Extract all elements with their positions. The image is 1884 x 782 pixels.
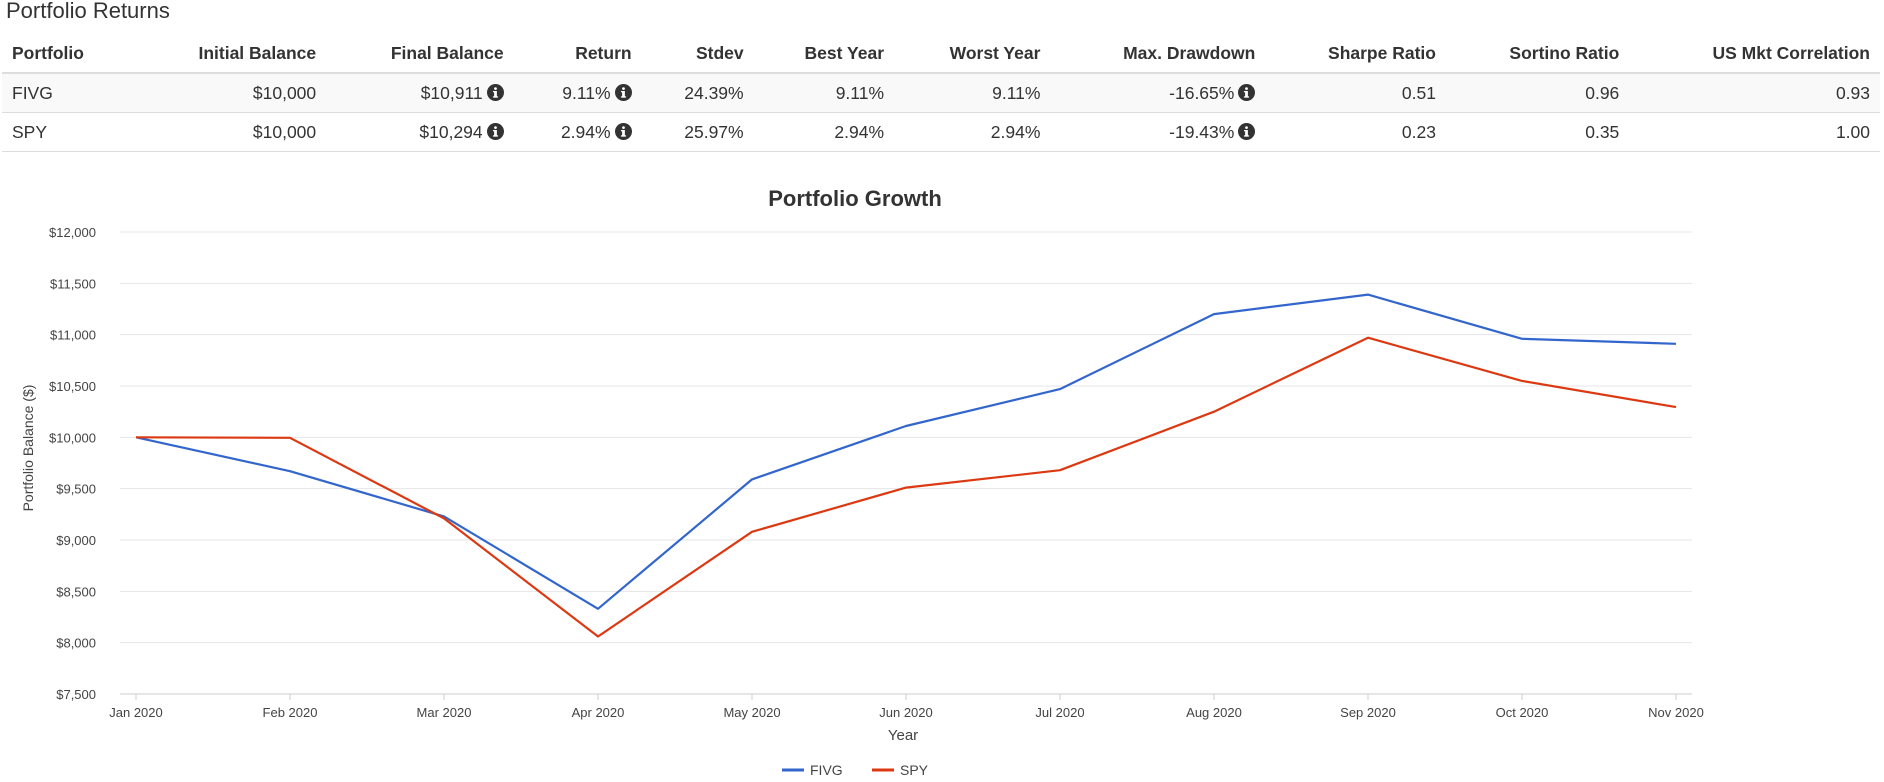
cell-portfolio: SPY bbox=[2, 112, 132, 152]
y-tick-label: $8,500 bbox=[56, 584, 96, 599]
cell-us-mkt-correlation: 0.93 bbox=[1629, 73, 1880, 113]
cell-final-balance-value: $10,911 bbox=[420, 82, 483, 103]
y-tick-label: $10,500 bbox=[49, 379, 96, 394]
x-tick-label: Jul 2020 bbox=[1035, 705, 1084, 720]
cell-sharpe-ratio: 0.23 bbox=[1265, 112, 1446, 152]
y-tick-label: $7,500 bbox=[56, 687, 96, 702]
header-initial-balance: Initial Balance bbox=[131, 36, 327, 74]
cell-max-drawdown: -19.43% bbox=[1050, 112, 1266, 152]
x-axis-ticks: Jan 2020 Feb 2020 Mar 2020 Apr 2020 May 2020… bbox=[109, 694, 1704, 720]
y-tick-label: $9,500 bbox=[56, 482, 96, 497]
portfolio-growth-chart: Portfolio Growth $7,500 $8,000 $8,500 $9,00… bbox=[0, 178, 1884, 782]
cell-best-year: 9.11% bbox=[753, 73, 895, 113]
cell-us-mkt-correlation: 1.00 bbox=[1629, 112, 1880, 152]
cell-sortino-ratio: 0.35 bbox=[1445, 112, 1630, 152]
y-axis-ticks: $7,500 $8,000 $8,500 $9,000 $9,500 $10,000 $10… bbox=[49, 225, 96, 702]
x-tick-label: Mar 2020 bbox=[417, 705, 472, 720]
cell-stdev: 25.97% bbox=[641, 112, 754, 152]
x-axis-label: Year bbox=[888, 727, 918, 744]
cell-portfolio: FIVG bbox=[2, 73, 132, 113]
header-worst-year: Worst Year bbox=[894, 36, 1051, 74]
legend: FIVG SPY bbox=[782, 762, 929, 778]
cell-max-drawdown: -16.65% bbox=[1050, 73, 1266, 113]
y-tick-label: $10,000 bbox=[49, 430, 96, 445]
y-tick-label: $9,000 bbox=[56, 533, 96, 548]
table-row: SPY $10,000 $10,294 2.94% 25.97% 2.94% 2… bbox=[2, 112, 1880, 152]
header-final-balance: Final Balance bbox=[326, 36, 514, 74]
table-header-row: Portfolio Initial Balance Final Balance … bbox=[2, 36, 1880, 74]
y-tick-label: $11,500 bbox=[50, 276, 96, 291]
info-icon[interactable] bbox=[1238, 83, 1256, 101]
info-icon[interactable] bbox=[614, 83, 632, 101]
header-us-mkt-correlation: US Mkt Correlation bbox=[1629, 36, 1880, 74]
x-tick-label: Nov 2020 bbox=[1648, 705, 1704, 720]
x-tick-label: Aug 2020 bbox=[1186, 705, 1242, 720]
cell-return-value: 9.11% bbox=[562, 82, 611, 103]
chart-svg: Portfolio Growth $7,500 $8,000 $8,500 $9,00… bbox=[20, 186, 1704, 778]
cell-max-drawdown-value: -16.65% bbox=[1169, 82, 1235, 103]
legend-label-spy[interactable]: SPY bbox=[900, 762, 929, 778]
header-max-drawdown: Max. Drawdown bbox=[1050, 36, 1266, 74]
cell-initial-balance: $10,000 bbox=[131, 112, 327, 152]
cell-max-drawdown-value: -19.43% bbox=[1169, 121, 1235, 142]
chart-title: Portfolio Growth bbox=[768, 186, 942, 211]
y-tick-label: $8,000 bbox=[56, 636, 96, 651]
series-line-spy bbox=[135, 336, 1677, 638]
x-tick-label: Jun 2020 bbox=[879, 705, 933, 720]
cell-final-balance: $10,911 bbox=[326, 73, 514, 113]
info-icon[interactable] bbox=[1238, 122, 1256, 140]
portfolio-returns-table: Portfolio Initial Balance Final Balance … bbox=[2, 36, 1880, 152]
header-portfolio: Portfolio bbox=[2, 36, 132, 74]
grid bbox=[120, 231, 1692, 695]
cell-final-balance: $10,294 bbox=[326, 112, 514, 152]
cell-initial-balance: $10,000 bbox=[131, 73, 327, 113]
series-line-fivg bbox=[135, 293, 1677, 610]
x-tick-label: Sep 2020 bbox=[1340, 705, 1396, 720]
cell-final-balance-value: $10,294 bbox=[419, 121, 483, 142]
cell-sortino-ratio: 0.96 bbox=[1445, 73, 1630, 113]
cell-return: 2.94% bbox=[513, 112, 642, 152]
x-tick-label: Apr 2020 bbox=[572, 705, 625, 720]
series-lines bbox=[135, 293, 1677, 638]
header-stdev: Stdev bbox=[641, 36, 754, 74]
y-tick-label: $11,000 bbox=[50, 328, 96, 343]
cell-worst-year: 9.11% bbox=[894, 73, 1051, 113]
x-tick-label: May 2020 bbox=[723, 705, 780, 720]
header-return: Return bbox=[513, 36, 642, 74]
x-tick-label: Jan 2020 bbox=[109, 705, 163, 720]
header-sharpe-ratio: Sharpe Ratio bbox=[1265, 36, 1446, 74]
y-tick-label: $12,000 bbox=[49, 225, 96, 240]
header-sortino-ratio: Sortino Ratio bbox=[1445, 36, 1630, 74]
x-tick-label: Oct 2020 bbox=[1496, 705, 1549, 720]
cell-sharpe-ratio: 0.51 bbox=[1265, 73, 1446, 113]
section-title: Portfolio Returns bbox=[6, 0, 170, 23]
cell-stdev: 24.39% bbox=[641, 73, 754, 113]
cell-return-value: 2.94% bbox=[560, 121, 611, 142]
x-tick-label: Feb 2020 bbox=[263, 705, 318, 720]
cell-best-year: 2.94% bbox=[753, 112, 895, 152]
header-best-year: Best Year bbox=[753, 36, 895, 74]
cell-return: 9.11% bbox=[513, 73, 642, 113]
y-axis-label: Portfolio Balance ($) bbox=[20, 385, 36, 512]
table-row: FIVG $10,000 $10,911 9.11% 24.39% 9.11% … bbox=[2, 73, 1880, 113]
info-icon[interactable] bbox=[486, 83, 504, 101]
cell-worst-year: 2.94% bbox=[894, 112, 1051, 152]
info-icon[interactable] bbox=[614, 122, 632, 140]
legend-label-fivg[interactable]: FIVG bbox=[810, 762, 843, 778]
info-icon[interactable] bbox=[486, 122, 504, 140]
